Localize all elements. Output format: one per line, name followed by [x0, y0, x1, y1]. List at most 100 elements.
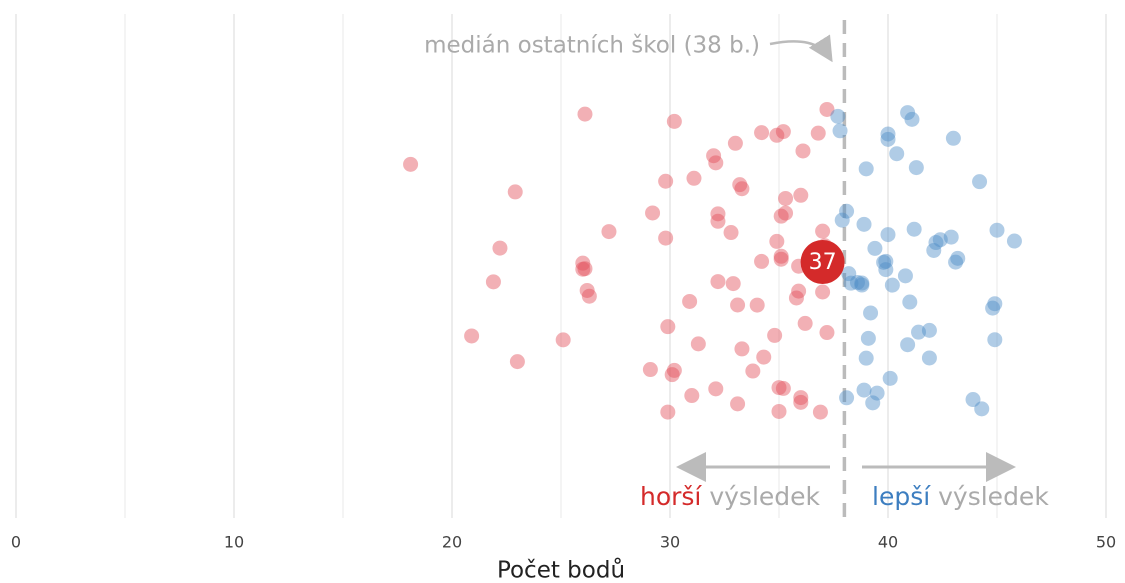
point	[882, 370, 898, 386]
point	[575, 261, 591, 277]
point	[723, 225, 739, 241]
point	[904, 111, 920, 127]
point	[987, 332, 1003, 348]
point	[642, 362, 658, 378]
point	[601, 224, 617, 240]
point	[889, 146, 905, 162]
point	[793, 394, 809, 410]
point	[767, 327, 783, 343]
point	[664, 367, 680, 383]
point	[810, 125, 826, 141]
point	[775, 380, 791, 396]
point	[1006, 233, 1022, 249]
point	[950, 250, 966, 266]
point	[507, 184, 523, 200]
point	[775, 124, 791, 140]
point	[832, 123, 848, 139]
x-tick-label: 20	[442, 533, 462, 552]
better: lepší	[872, 482, 931, 511]
point	[555, 332, 571, 348]
point	[839, 390, 855, 406]
point	[660, 319, 676, 335]
point	[858, 350, 874, 366]
point	[690, 336, 706, 352]
point	[579, 282, 595, 298]
point	[884, 277, 900, 293]
point	[839, 203, 855, 219]
point	[773, 208, 789, 224]
point	[812, 404, 828, 420]
point	[745, 363, 761, 379]
point	[769, 233, 785, 249]
point	[749, 297, 765, 313]
point	[658, 173, 674, 189]
point	[708, 155, 724, 171]
x-tick-label: 0	[11, 533, 21, 552]
point	[989, 222, 1005, 238]
point	[965, 392, 981, 408]
point	[830, 108, 846, 124]
x-tick-label: 40	[878, 533, 898, 552]
point	[928, 235, 944, 251]
point	[878, 253, 894, 269]
result: výsledek	[938, 482, 1049, 511]
point	[795, 143, 811, 159]
point	[926, 242, 942, 258]
point	[797, 315, 813, 331]
point	[791, 283, 807, 299]
point	[710, 274, 726, 290]
point	[863, 305, 879, 321]
point	[464, 328, 480, 344]
point	[734, 341, 750, 357]
point	[710, 213, 726, 229]
point	[856, 382, 872, 398]
point	[788, 290, 804, 306]
point	[708, 381, 724, 397]
point	[645, 205, 661, 221]
point	[509, 354, 525, 370]
point	[869, 385, 885, 401]
point	[771, 380, 787, 396]
point	[778, 205, 794, 221]
point	[972, 174, 988, 190]
point	[710, 206, 726, 222]
point	[793, 390, 809, 406]
point	[860, 330, 876, 346]
highlight-point	[800, 240, 845, 284]
better-label: lepší výsledek	[872, 482, 1049, 511]
point	[948, 254, 964, 270]
point	[880, 227, 896, 243]
point	[932, 232, 948, 248]
point	[815, 284, 831, 300]
worse: horší	[640, 482, 702, 511]
point	[819, 101, 835, 117]
point	[880, 126, 896, 142]
point	[911, 324, 927, 340]
point	[756, 349, 772, 365]
point	[841, 266, 857, 282]
point	[773, 251, 789, 267]
point	[492, 240, 508, 256]
point	[778, 190, 794, 206]
point	[849, 274, 865, 290]
point	[577, 106, 593, 122]
point	[575, 255, 591, 271]
point	[985, 300, 1001, 316]
point	[727, 135, 743, 151]
point	[686, 170, 702, 186]
point	[897, 268, 913, 284]
point	[730, 396, 746, 412]
point	[921, 322, 937, 338]
worse-label: horší výsledek	[640, 482, 821, 511]
point	[908, 160, 924, 176]
x-tick-label: 30	[660, 533, 680, 552]
median-arrow	[769, 34, 833, 63]
x-tick-label: 50	[1096, 533, 1116, 552]
point	[987, 296, 1003, 312]
point	[865, 395, 881, 411]
point	[403, 156, 419, 172]
result: výsledek	[709, 482, 820, 511]
point	[682, 293, 698, 309]
point	[666, 113, 682, 129]
